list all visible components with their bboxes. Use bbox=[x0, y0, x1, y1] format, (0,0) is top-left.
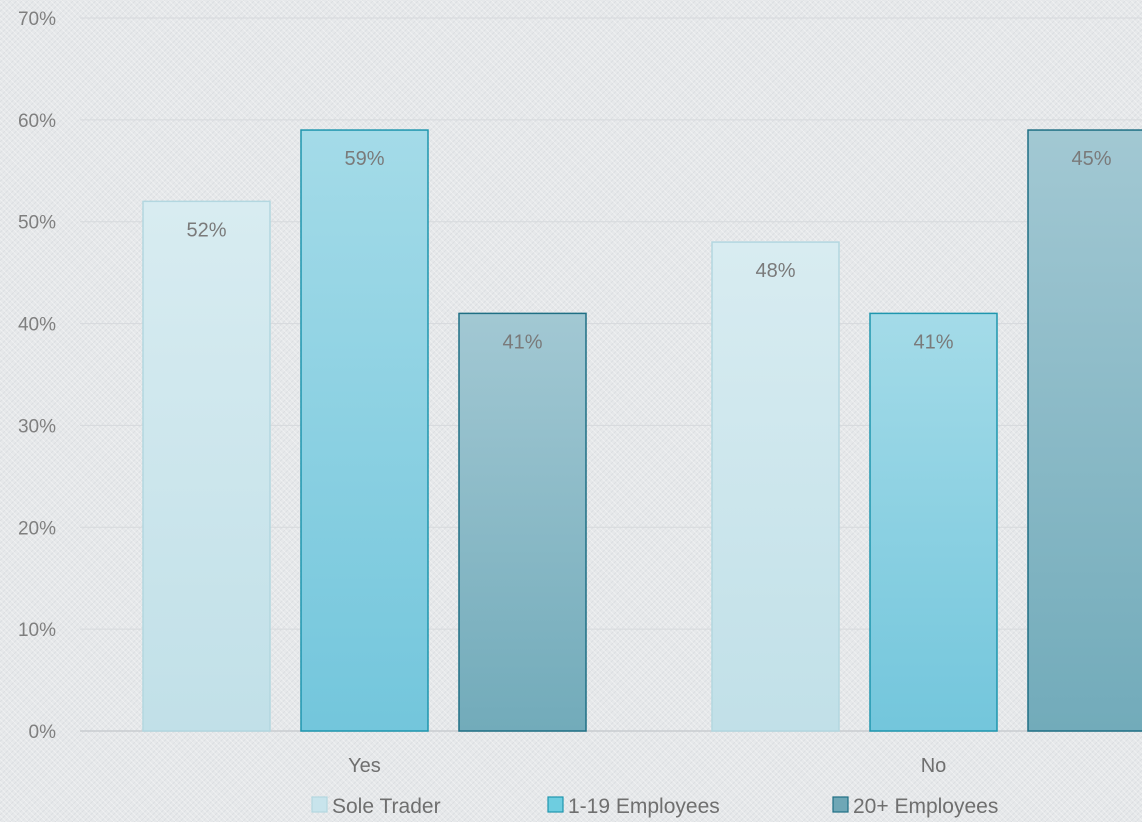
bars bbox=[142, 129, 1142, 732]
legend-swatch bbox=[547, 796, 564, 813]
data-label: 41% bbox=[913, 331, 953, 353]
y-tick-label: 0% bbox=[29, 722, 57, 743]
legend-label: 1-19 Employees bbox=[568, 795, 720, 818]
y-tick-label: 70% bbox=[18, 9, 56, 30]
data-label: 48% bbox=[755, 260, 795, 282]
y-tick-label: 40% bbox=[18, 315, 56, 336]
legend-swatch bbox=[832, 796, 849, 813]
data-label: 41% bbox=[502, 331, 542, 353]
bar-yes-series-2 bbox=[300, 129, 429, 732]
legend-label: Sole Trader bbox=[332, 795, 441, 818]
labels: 0% 10% 20% 30% 40% 50% 60% 70% 52% 59% 41% Yes 48% 41… bbox=[18, 9, 1112, 777]
y-tick-label: 60% bbox=[18, 111, 56, 132]
x-category-label: No bbox=[921, 755, 947, 777]
legend-swatch bbox=[311, 796, 328, 813]
y-tick-label: 30% bbox=[18, 416, 56, 437]
data-label: 52% bbox=[186, 219, 226, 241]
bar-no-series-3 bbox=[1027, 129, 1142, 732]
y-tick-label: 20% bbox=[18, 518, 56, 539]
legend-label: 20+ Employees bbox=[853, 795, 998, 818]
x-category-label: Yes bbox=[348, 755, 381, 777]
bar-yes-series-3 bbox=[458, 312, 587, 732]
legend-item: Sole Trader bbox=[311, 795, 441, 818]
legend-item: 20+ Employees bbox=[832, 795, 998, 818]
data-label: 59% bbox=[344, 148, 384, 170]
y-tick-label: 50% bbox=[18, 213, 56, 234]
legend-item: 1-19 Employees bbox=[547, 795, 720, 818]
legend: Sole Trader 1-19 Employees 20+ Employees bbox=[311, 795, 998, 818]
data-label: 45% bbox=[1071, 148, 1111, 170]
y-tick-label: 10% bbox=[18, 620, 56, 641]
bar-yes-series-1 bbox=[142, 200, 271, 732]
bar-no-series-2 bbox=[869, 312, 998, 732]
bar-no-series-1 bbox=[711, 241, 840, 732]
